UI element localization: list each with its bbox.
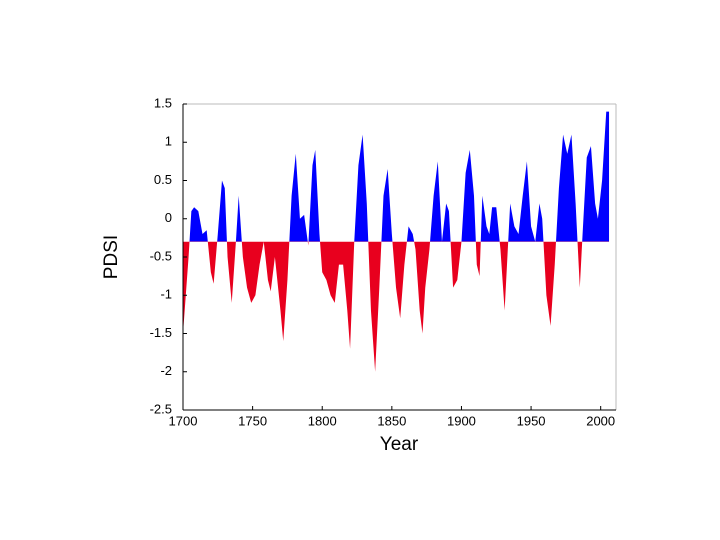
x-tick-label: 1750 — [238, 413, 267, 428]
area — [183, 111, 610, 372]
y-axis-label: PDSI — [101, 235, 122, 279]
x-tick-label: 1950 — [517, 413, 546, 428]
x-axis-label: Year — [380, 434, 419, 455]
y-tick-label: 0 — [165, 210, 172, 225]
y-tick-label: -1 — [160, 287, 172, 302]
y-tick-label: 0.5 — [154, 172, 172, 187]
y-tick-label: -0.5 — [150, 248, 172, 263]
x-tick-label: 2000 — [586, 413, 615, 428]
x-tick-label: 1800 — [308, 413, 337, 428]
x-tick-label: 1850 — [377, 413, 406, 428]
y-tick-label: 1 — [165, 134, 172, 149]
y-tick-label: 1.5 — [154, 95, 172, 110]
x-tick-label: 1700 — [169, 413, 198, 428]
y-tick-label: -2.5 — [150, 401, 172, 416]
x-tick-label: 1900 — [447, 413, 476, 428]
y-tick-label: -1.5 — [150, 325, 172, 340]
y-tick-label: -2 — [160, 363, 172, 378]
